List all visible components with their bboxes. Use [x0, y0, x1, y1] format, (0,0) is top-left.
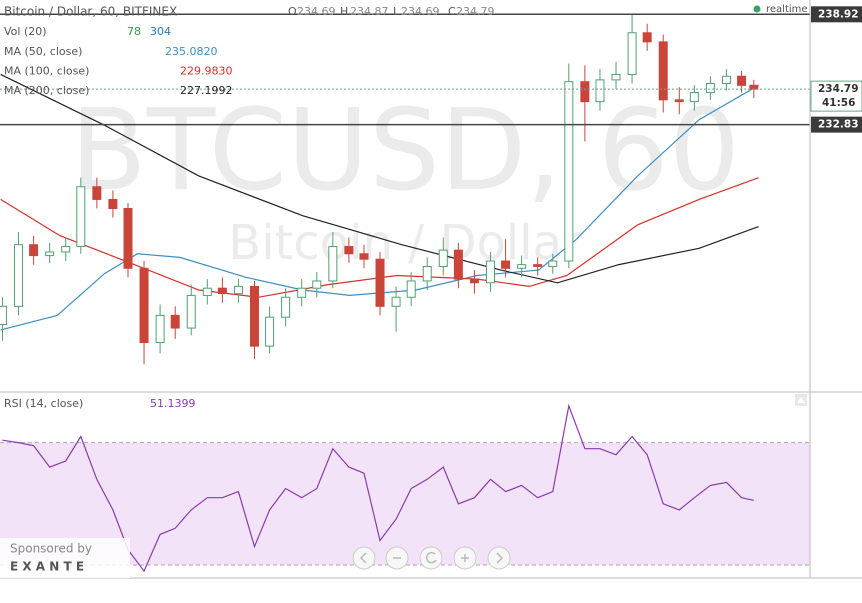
candle-body — [533, 264, 543, 267]
candle-body — [627, 32, 637, 75]
status: realtime — [766, 4, 808, 15]
candle-body — [344, 246, 354, 255]
candle-body — [155, 314, 165, 344]
ohlc-label: H — [340, 5, 348, 18]
candle-body — [108, 198, 118, 209]
ohlc-label: L — [393, 5, 400, 18]
candle-body — [281, 296, 291, 318]
candle-body — [217, 287, 227, 295]
labels: 238.92 232.83 234.79 41:56 Bitcoin / Dollar,… — [4, 5, 862, 410]
candle-body — [186, 294, 196, 329]
last-price-label: 234.79 — [818, 83, 859, 95]
candle-body — [721, 75, 731, 85]
scroll-right[interactable] — [487, 546, 511, 570]
status-dot — [753, 5, 761, 13]
volume-value: 304 — [150, 25, 171, 38]
candle-body — [689, 92, 699, 103]
ohlc-label: O — [288, 5, 297, 18]
candle-body — [328, 246, 338, 282]
level-label-box — [811, 116, 862, 133]
candle-body — [705, 83, 715, 94]
level-label: 232.83 — [818, 119, 859, 131]
candle-body — [0, 305, 7, 325]
candle-body — [674, 99, 684, 103]
candle-body — [501, 260, 511, 269]
candle-body — [737, 75, 747, 86]
zoom-icons — [359, 552, 504, 564]
sponsor-box — [0, 538, 130, 578]
candle-body — [233, 285, 243, 295]
candle-body — [469, 278, 479, 284]
moving-average — [0, 84, 759, 331]
volume-legend: Vol (20) — [4, 25, 47, 38]
candle-body — [453, 249, 463, 280]
candle-body — [595, 79, 605, 103]
chart-title: Bitcoin / Dollar, 60, BITFINEX — [4, 5, 177, 19]
legend-value: 227.1992 — [180, 84, 233, 97]
reset[interactable] — [419, 546, 443, 570]
sponsor-label: Sponsored by — [10, 542, 92, 556]
candle-body — [123, 207, 133, 269]
legend-value: 235.0820 — [165, 45, 218, 58]
last-price-box — [810, 80, 862, 112]
candle-body — [92, 186, 102, 200]
scroll-left[interactable] — [352, 546, 376, 570]
level-label: 238.92 — [818, 8, 859, 20]
sponsor-brand: E X A N T E — [10, 560, 84, 574]
candle-body — [485, 260, 495, 284]
candle-body — [580, 81, 590, 103]
legend-value: 229.9830 — [180, 65, 233, 78]
candle-body — [548, 260, 558, 267]
ohlc-label: 234.87 — [350, 5, 389, 18]
candle-body — [517, 264, 527, 269]
candle-body — [611, 73, 621, 81]
ohlc-label: 234.69 — [297, 5, 336, 18]
candle-body — [658, 41, 668, 101]
panel-value: 51.1399 — [150, 397, 196, 410]
panel-title: RSI (14, close) — [4, 397, 83, 410]
legend-name: MA (200, close) — [4, 84, 89, 97]
candle-body — [312, 280, 322, 289]
reset-icon — [425, 551, 437, 564]
zoom-controls — [352, 546, 511, 570]
legend-name: MA (50, close) — [4, 45, 82, 58]
volume-value: 78 — [127, 25, 141, 38]
candle-body — [297, 287, 307, 298]
ohlc-label: C — [448, 5, 456, 18]
band — [0, 442, 810, 565]
candle-body — [265, 316, 275, 347]
candle-body — [14, 244, 24, 307]
candle-body — [139, 267, 149, 344]
candle-body — [170, 314, 180, 329]
moving-average — [0, 73, 759, 284]
candle-body — [375, 258, 385, 307]
candle-body — [749, 84, 759, 90]
candle-body — [249, 285, 259, 347]
candle-body — [406, 280, 416, 298]
candle-body — [202, 287, 212, 296]
candle-body — [391, 296, 401, 307]
maximize-icon — [797, 397, 805, 403]
candle-body — [438, 249, 448, 267]
candle-body — [359, 253, 369, 260]
plot — [0, 13, 810, 573]
watermark: BTCUSD, 60 — [70, 86, 740, 216]
candle-body — [564, 81, 574, 262]
countdown: 41:56 — [822, 97, 855, 109]
candle-body — [45, 251, 55, 257]
candle-body — [76, 186, 86, 248]
legend-name: MA (100, close) — [4, 65, 89, 78]
level-label-box — [811, 6, 862, 23]
ohlc-label: 234.69 — [401, 5, 440, 18]
watermark-sub: Bitcoin / Dollar — [228, 215, 582, 271]
candle-body — [422, 265, 432, 282]
candle-body — [29, 244, 39, 257]
candle-body — [61, 246, 71, 253]
ohlc-label: 234.79 — [456, 5, 495, 18]
candle-body — [642, 32, 652, 43]
